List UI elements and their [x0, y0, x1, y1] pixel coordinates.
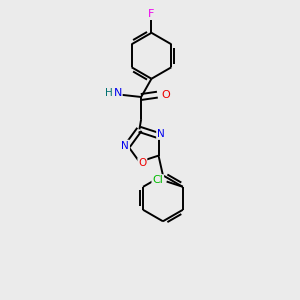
- Text: F: F: [148, 9, 155, 19]
- Text: O: O: [161, 90, 170, 100]
- Text: O: O: [138, 158, 146, 168]
- Text: H: H: [105, 88, 113, 98]
- Text: N: N: [113, 88, 122, 98]
- Text: Cl: Cl: [152, 175, 163, 185]
- Text: N: N: [122, 141, 129, 151]
- Text: N: N: [157, 129, 165, 139]
